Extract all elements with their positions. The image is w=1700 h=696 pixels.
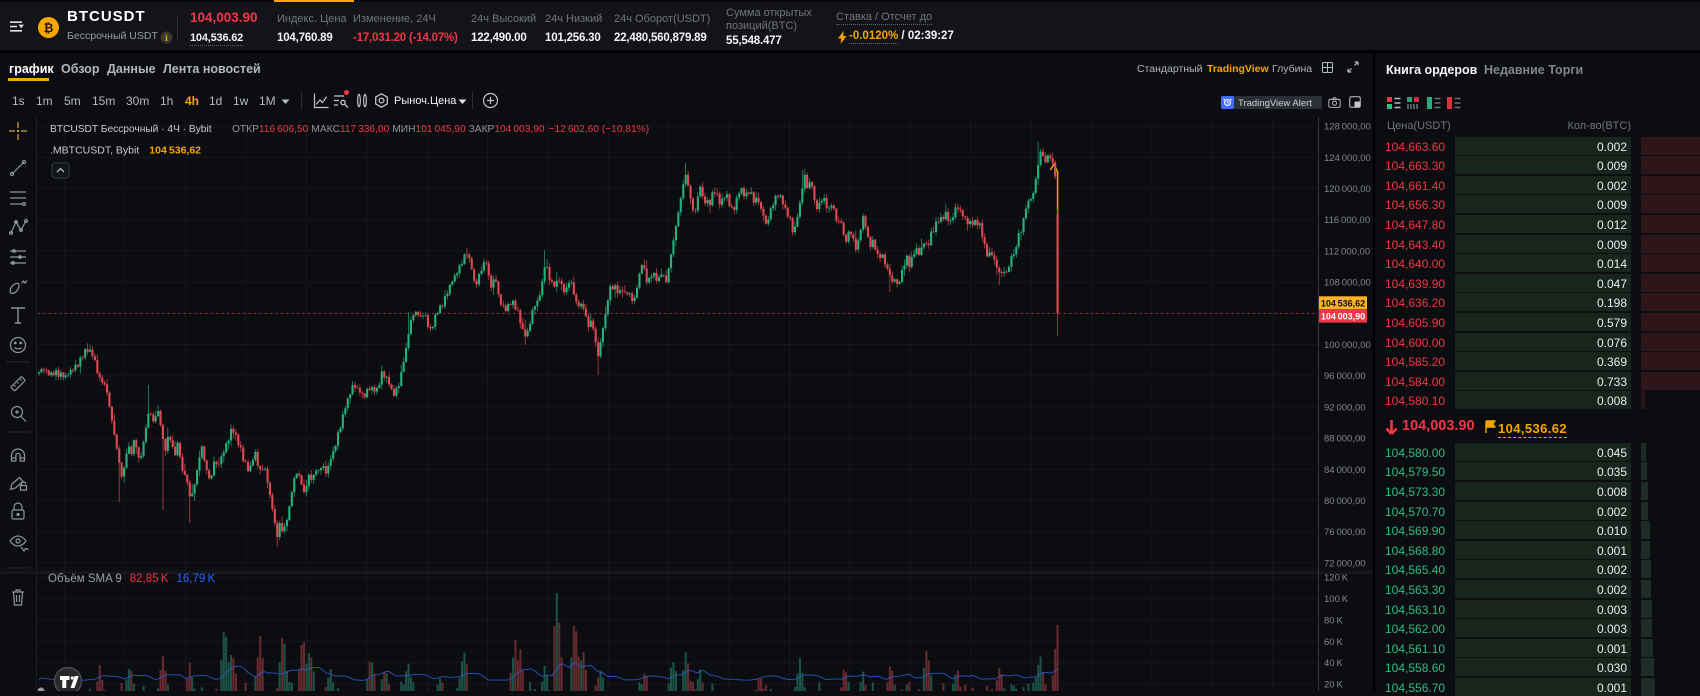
svg-text:120 K: 120 K xyxy=(1324,573,1349,584)
svg-text:BTCUSDT Бессрочный · 4Ч · Bybi: BTCUSDT Бессрочный · 4Ч · Bybit ОТКР116 6… xyxy=(50,124,649,135)
svg-text:104 003,90: 104 003,90 xyxy=(1321,312,1365,322)
svg-text:108 000,00: 108 000,00 xyxy=(1324,278,1371,289)
svg-text:Объём SMA 982,85 K16,79 K: Объём SMA 9 82,85 K 16,79 K xyxy=(48,573,216,585)
svg-text:i: i xyxy=(165,34,168,44)
svg-text:96 000,00: 96 000,00 xyxy=(1324,371,1366,382)
svg-text:40 K: 40 K xyxy=(1324,658,1343,669)
svg-text:80 K: 80 K xyxy=(1324,615,1343,626)
svg-text:112 000,00: 112 000,00 xyxy=(1324,246,1370,257)
svg-text:120 000,00: 120 000,00 xyxy=(1324,184,1371,195)
svg-text:124 000,00: 124 000,00 xyxy=(1324,153,1371,164)
svg-text:76 000,00: 76 000,00 xyxy=(1324,527,1366,538)
svg-text:116 000,00: 116 000,00 xyxy=(1324,215,1370,226)
svg-text:92 000,00: 92 000,00 xyxy=(1324,402,1366,413)
svg-text:60 K: 60 K xyxy=(1324,637,1343,648)
svg-text:128 000,00: 128 000,00 xyxy=(1324,122,1371,133)
svg-text:₿: ₿ xyxy=(44,21,54,35)
svg-text:84 000,00: 84 000,00 xyxy=(1324,465,1366,476)
svg-text:72 000,00: 72 000,00 xyxy=(1324,558,1366,569)
svg-text:100 000,00: 100 000,00 xyxy=(1324,340,1371,351)
svg-text:104 536,62: 104 536,62 xyxy=(1321,298,1365,308)
svg-text:88 000,00: 88 000,00 xyxy=(1324,434,1366,445)
svg-text:100 K: 100 K xyxy=(1324,594,1349,605)
svg-text:20 K: 20 K xyxy=(1324,680,1343,691)
svg-text:80 000,00: 80 000,00 xyxy=(1324,496,1366,507)
